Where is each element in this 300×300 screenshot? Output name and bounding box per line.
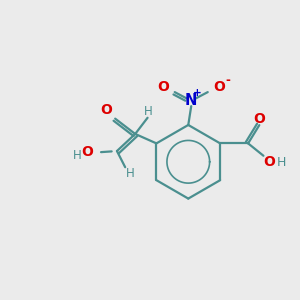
Text: H: H (73, 149, 82, 162)
Text: O: O (158, 80, 169, 94)
Text: +: + (193, 88, 202, 98)
Text: H: H (126, 167, 135, 180)
Text: O: O (263, 155, 275, 169)
Text: N: N (185, 93, 197, 108)
Text: O: O (213, 80, 225, 94)
Text: H: H (277, 156, 286, 169)
Text: O: O (82, 145, 93, 159)
Text: O: O (254, 112, 265, 126)
Text: O: O (100, 103, 112, 117)
Text: -: - (225, 74, 230, 87)
Text: H: H (144, 105, 153, 118)
